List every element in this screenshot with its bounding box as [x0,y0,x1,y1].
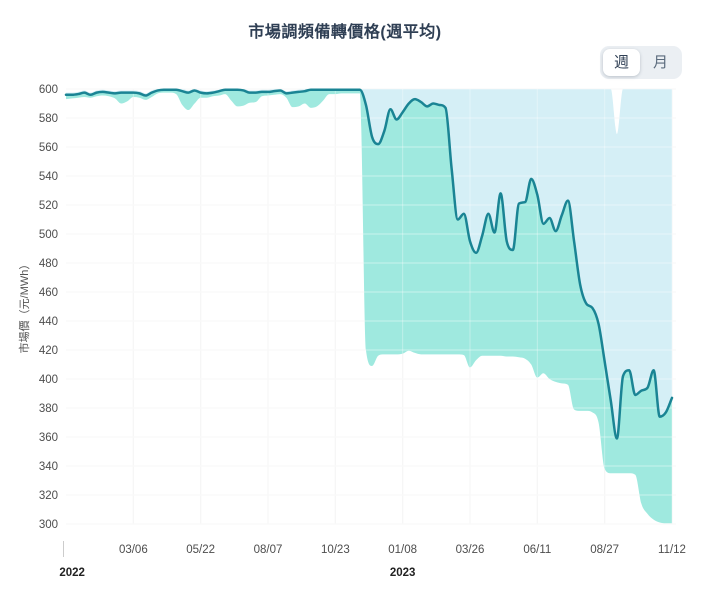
y-axis-tick-label: 600 [39,84,58,96]
y-axis-tick-label: 560 [39,142,58,154]
y-axis-tick-label: 480 [39,258,58,270]
x-axis-tick-label: 03/26 [456,544,485,556]
y-axis-tick-label: 400 [39,374,58,386]
toggle-month-button[interactable]: 月 [642,49,679,76]
y-axis-tick-label: 300 [39,519,58,531]
average-line [64,88,674,440]
y-axis-tick-label: 520 [39,200,58,212]
y-axis-tick-label: 580 [39,113,58,125]
x-axis-tick-label: 10/23 [321,544,350,556]
y-axis-tick-label: 420 [39,345,58,357]
y-axis-tick-label: 500 [39,229,58,241]
interval-toggle: 週 月 [599,46,682,79]
x-axis-tick-label: 03/06 [119,544,148,556]
chart-title: 市場調頻備轉價格(週平均) [248,24,442,41]
x-axis-tick-label: 06/11 [523,544,551,556]
x-axis-tick-label: 11/12 [658,544,686,556]
x-axis-tick-label: 01/08 [388,544,417,556]
y-axis-tick-label: 540 [39,171,58,183]
y-axis-tick-label: 380 [39,403,58,415]
x-axis-year-label: 2022 [59,567,85,579]
y-axis-tick-label: 440 [39,316,58,328]
y-axis-tick-label: 360 [39,432,58,444]
x-axis-tick-label: 08/07 [254,544,283,556]
y-axis-tick-label: 320 [39,490,58,502]
min-band-area [66,89,672,524]
x-axis-tick-label: 08/27 [590,544,619,556]
y-axis-tick-label: 460 [39,287,58,299]
x-axis-tick-label: 05/22 [186,544,215,556]
max-band-area [66,89,672,439]
toggle-week-button[interactable]: 週 [602,49,640,76]
x-axis-year-label: 2023 [390,567,416,579]
y-axis-tick-label: 340 [39,461,58,473]
y-axis-title: 市場價（元/MWh） [17,259,31,354]
